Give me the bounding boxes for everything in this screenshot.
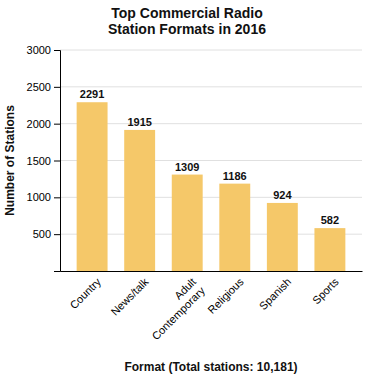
- data-label: 582: [321, 214, 339, 226]
- text-line: Sports: [310, 275, 341, 306]
- y-tick-mark: [54, 50, 60, 51]
- y-tick-label: 2500: [27, 81, 51, 93]
- bar: [314, 228, 345, 271]
- bar: [219, 184, 250, 271]
- y-axis-line: [54, 51, 61, 272]
- data-label: 2291: [80, 88, 104, 100]
- x-axis-title: Format (Total stations: 10,181): [124, 360, 297, 374]
- y-tick-mark: [54, 197, 60, 198]
- grid-line: [60, 50, 362, 51]
- x-tick: AdultContemporary: [140, 275, 207, 342]
- y-tick: 500: [33, 228, 60, 240]
- x-tick: Sports: [310, 275, 341, 306]
- x-tick-label: Religious: [205, 275, 246, 316]
- bar: [124, 130, 155, 271]
- bar: [77, 102, 108, 271]
- x-tick: Country: [67, 275, 103, 311]
- x-axis: CountryNews/talkAdultContemporaryReligio…: [61, 272, 363, 343]
- y-tick: 3000: [27, 44, 60, 56]
- y-tick: 1000: [27, 191, 60, 203]
- data-label: 924: [273, 189, 292, 201]
- text-line: News/talk: [108, 275, 151, 318]
- bar: [172, 175, 203, 271]
- y-tick-label: 3000: [27, 44, 51, 56]
- y-tick-mark: [54, 234, 60, 235]
- x-tick-label: Country: [67, 275, 103, 311]
- x-tick: News/talk: [108, 275, 151, 318]
- text-line: Contemporary: [149, 284, 207, 342]
- y-tick: 2000: [27, 118, 60, 130]
- y-tick-mark: [54, 161, 60, 162]
- y-tick: 1500: [27, 155, 60, 167]
- y-axis-title: Number of Stations: [3, 105, 17, 216]
- y-tick: 2500: [27, 81, 60, 93]
- y-tick-label: 1500: [27, 155, 51, 167]
- bars: [77, 102, 346, 271]
- x-axis-line: [61, 271, 363, 272]
- x-tick: Spanish: [257, 275, 294, 312]
- text-line: Top Commercial Radio: [111, 5, 262, 21]
- data-label: 1915: [127, 116, 151, 128]
- chart: Top Commercial RadioStation Formats in 2…: [0, 0, 374, 379]
- y-axis: 500 1000 1500 2000 2500 3000: [27, 44, 61, 271]
- data-label: 1309: [175, 161, 199, 173]
- x-tick: Religious: [205, 275, 246, 316]
- grid-line: [60, 86, 362, 87]
- y-tick-mark: [54, 124, 60, 125]
- y-tick-mark: [54, 87, 60, 88]
- x-tick-label: Sports: [310, 275, 341, 306]
- text-line: Station Formats in 2016: [108, 21, 266, 37]
- text-line: Religious: [205, 275, 246, 316]
- y-tick-label: 2000: [27, 118, 51, 130]
- title: Top Commercial RadioStation Formats in 2…: [108, 5, 266, 37]
- bar: [267, 203, 298, 271]
- text-line: Country: [67, 275, 103, 311]
- y-tick-label: 1000: [27, 191, 51, 203]
- x-tick-label: Spanish: [257, 275, 294, 312]
- data-labels: 2291 1915 1309 1186 924 582: [80, 88, 339, 226]
- text-line: Spanish: [257, 275, 294, 312]
- x-tick-label: AdultContemporary: [140, 275, 207, 342]
- x-tick-label: News/talk: [108, 275, 151, 318]
- y-tick-label: 500: [33, 228, 51, 240]
- data-label: 1186: [223, 170, 247, 182]
- plot: 2291 1915 1309 1186 924 582 500 1000 1500 2000 250…: [27, 44, 363, 342]
